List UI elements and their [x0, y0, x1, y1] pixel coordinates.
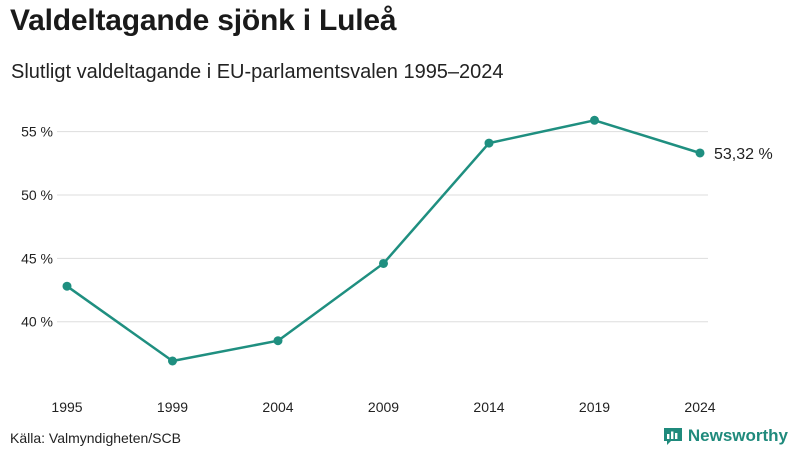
data-point — [379, 258, 388, 268]
y-tick-label: 40 % — [21, 314, 53, 330]
y-tick-label: 55 % — [21, 124, 53, 140]
x-tick-label: 1999 — [157, 399, 188, 415]
brand-name: Newsworthy — [687, 426, 788, 445]
source-note: Källa: Valmyndigheten/SCB — [10, 430, 181, 446]
data-point — [273, 336, 283, 346]
chart-title: Valdeltagande sjönk i Luleå — [10, 4, 397, 37]
x-tick-label: 1995 — [51, 399, 82, 415]
series-line — [66, 119, 701, 363]
x-tick-label: 2004 — [262, 399, 293, 415]
data-point — [62, 281, 72, 291]
data-point — [484, 138, 494, 148]
brand-logo: Newsworthy — [663, 426, 788, 446]
x-tick-label: 2009 — [368, 399, 399, 415]
x-tick-label: 2024 — [684, 399, 715, 415]
newsworthy-logo-icon — [663, 428, 682, 445]
data-point — [590, 115, 599, 125]
x-tick-label: 2014 — [473, 399, 504, 415]
y-tick-label: 50 % — [21, 187, 53, 203]
x-tick-label: 2019 — [579, 399, 610, 415]
data-point — [695, 148, 705, 158]
chart-subtitle: Slutligt valdeltagande i EU-parlamentsva… — [11, 61, 504, 83]
end-value-label: 53,32 % — [714, 146, 773, 163]
y-tick-label: 45 % — [21, 250, 53, 266]
data-point — [168, 356, 177, 366]
